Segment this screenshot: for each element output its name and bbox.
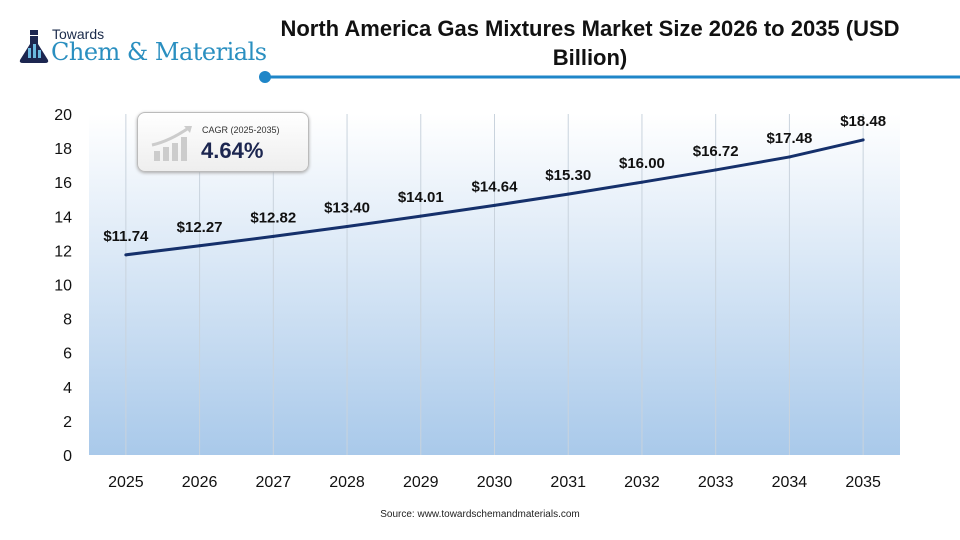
chart-title: North America Gas Mixtures Market Size 2… <box>280 16 900 70</box>
x-tick-label: 2026 <box>182 474 218 491</box>
source-note: Source: www.towardschemandmaterials.com <box>380 509 580 520</box>
y-tick-label: 2 <box>63 414 72 431</box>
flask-logo-icon <box>19 30 49 63</box>
y-tick-label: 6 <box>63 346 72 363</box>
y-tick-label: 20 <box>54 107 72 124</box>
data-label: $18.48 <box>840 113 886 130</box>
data-point <box>714 168 718 172</box>
x-tick-label: 2027 <box>256 474 292 491</box>
logo-line2: Chem & Materials <box>51 38 267 66</box>
cagr-value: 4.64% <box>201 138 264 163</box>
data-label: $13.40 <box>324 200 370 217</box>
data-point <box>124 253 128 257</box>
data-label: $16.00 <box>619 155 665 172</box>
x-tick-label: 2033 <box>698 474 734 491</box>
data-point <box>345 225 349 229</box>
data-point <box>493 203 496 207</box>
data-label: $14.64 <box>472 178 519 195</box>
data-label: $15.30 <box>545 167 591 184</box>
y-tick-label: 12 <box>54 243 72 260</box>
y-tick-label: 0 <box>63 448 72 465</box>
x-tick-label: 2028 <box>329 474 365 491</box>
data-point <box>861 138 865 142</box>
data-label: $12.82 <box>250 209 296 226</box>
data-point <box>787 155 791 159</box>
data-point <box>419 214 423 218</box>
y-tick-label: 14 <box>54 209 72 226</box>
cagr-box: CAGR (2025-2035) 4.64% <box>137 112 309 172</box>
logo-line1: Towards <box>52 26 105 42</box>
y-tick-label: 16 <box>54 175 72 192</box>
data-point <box>640 180 644 184</box>
data-point <box>271 234 275 238</box>
data-label: $17.48 <box>766 130 812 147</box>
data-label: $11.74 <box>103 228 149 245</box>
data-point <box>566 192 570 196</box>
data-point <box>198 244 202 248</box>
cagr-label: CAGR (2025-2035) <box>202 125 280 135</box>
data-label: $16.72 <box>693 143 739 160</box>
x-tick-label: 2029 <box>403 474 439 491</box>
y-tick-label: 10 <box>54 278 72 295</box>
growth-chart-icon <box>151 125 192 161</box>
data-label: $12.27 <box>177 219 223 236</box>
x-tick-label: 2031 <box>550 474 586 491</box>
x-tick-label: 2032 <box>624 474 660 491</box>
x-tick-label: 2034 <box>772 474 808 491</box>
y-tick-label: 18 <box>54 141 72 158</box>
x-tick-label: 2025 <box>108 474 144 491</box>
x-tick-label: 2035 <box>845 474 881 491</box>
data-label: $14.01 <box>398 189 444 206</box>
y-tick-label: 8 <box>63 312 72 329</box>
x-tick-label: 2030 <box>477 474 513 491</box>
y-tick-label: 4 <box>63 380 72 397</box>
